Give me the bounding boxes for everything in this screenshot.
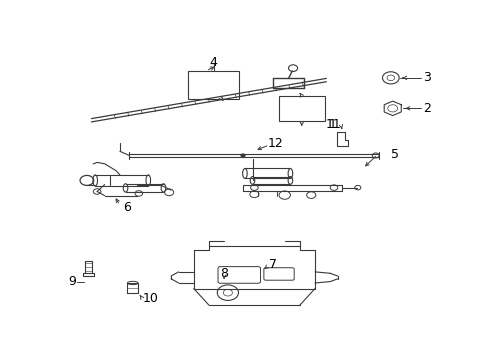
Text: 2: 2 bbox=[422, 102, 430, 115]
Text: 11: 11 bbox=[325, 118, 341, 131]
Text: 10: 10 bbox=[142, 292, 158, 305]
Text: 12: 12 bbox=[267, 137, 283, 150]
Bar bbox=[188, 71, 239, 99]
Bar bbox=[279, 96, 324, 121]
Text: 5: 5 bbox=[390, 148, 398, 161]
Text: 4: 4 bbox=[209, 56, 217, 69]
Text: 3: 3 bbox=[422, 71, 430, 84]
Text: 8: 8 bbox=[220, 267, 227, 280]
Text: 9: 9 bbox=[68, 275, 76, 288]
Text: 6: 6 bbox=[123, 201, 131, 214]
Circle shape bbox=[240, 154, 245, 157]
Text: 7: 7 bbox=[269, 258, 277, 271]
Text: 1: 1 bbox=[327, 118, 335, 131]
